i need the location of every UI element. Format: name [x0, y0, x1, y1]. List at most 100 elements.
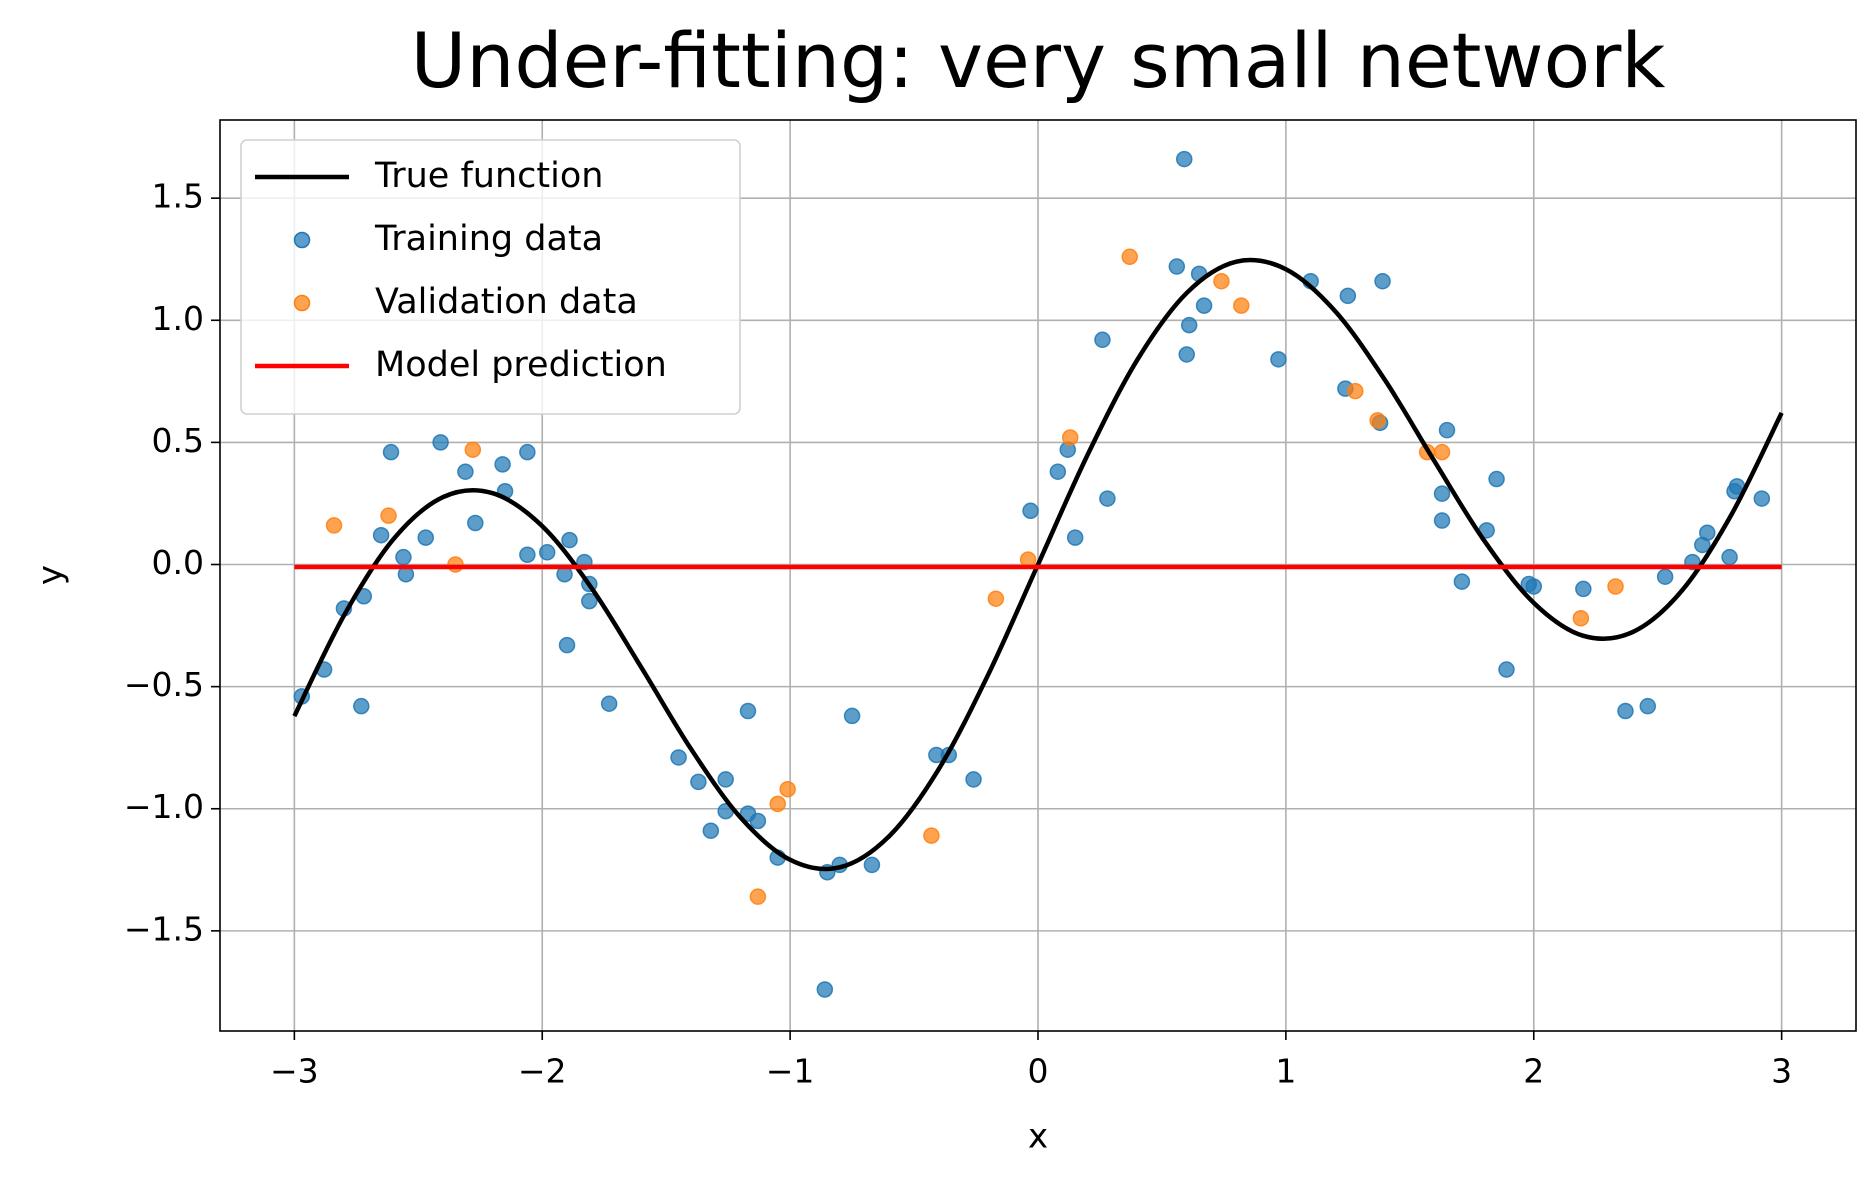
point: [1094, 331, 1111, 349]
y-tick-label: −1.0: [124, 787, 204, 826]
axes-frame: [219, 119, 1857, 1032]
point: [1607, 578, 1624, 595]
point: [1369, 412, 1386, 429]
point: [372, 526, 390, 544]
line: [292, 257, 1784, 872]
point: [561, 531, 578, 549]
point: [1572, 609, 1590, 627]
point: [1438, 421, 1456, 439]
chart-title: Under-fitting: very small network: [411, 16, 1666, 105]
point: [1270, 351, 1287, 368]
point: [1525, 578, 1543, 595]
point: [1433, 443, 1451, 461]
point: [1233, 297, 1250, 314]
point: [1061, 429, 1079, 446]
point: [717, 771, 734, 788]
point: [749, 812, 767, 830]
point: [1339, 287, 1357, 305]
point: [494, 456, 511, 473]
point: [779, 780, 796, 798]
point: [1639, 697, 1657, 715]
legend-marker: [293, 231, 311, 249]
point: [1213, 272, 1230, 290]
legend-label: Training data: [374, 219, 603, 259]
point: [1175, 150, 1193, 168]
point: [1178, 346, 1195, 363]
point: [581, 592, 598, 610]
x-tick-label: 0: [1028, 1052, 1049, 1091]
point: [1575, 580, 1592, 598]
point: [670, 749, 687, 766]
point: [1180, 316, 1198, 334]
legend-label: Validation data: [375, 282, 638, 322]
point: [1498, 661, 1515, 678]
point: [538, 544, 556, 561]
point: [1049, 463, 1067, 480]
grid: −3 −2 −1 0 1 2 3 −1.5 −1.0 −0.5 0.0 0.5 1.0 1.5: [124, 120, 1856, 1091]
point: [1066, 529, 1084, 546]
point: [1022, 502, 1039, 520]
x-tick-label: −2: [518, 1052, 567, 1091]
point: [325, 517, 343, 534]
point: [382, 443, 400, 461]
y-tick-label: 1.0: [152, 299, 204, 338]
point: [1721, 548, 1738, 566]
point: [600, 695, 618, 712]
x-tick-label: 3: [1771, 1052, 1792, 1091]
y-tick-label: −0.5: [124, 665, 204, 704]
point: [1753, 490, 1771, 507]
y-tick-label: 0.5: [152, 421, 204, 460]
point: [1347, 382, 1364, 400]
point: [1453, 573, 1471, 590]
point: [1488, 470, 1505, 488]
point: [690, 773, 707, 791]
point: [1617, 702, 1634, 720]
y-tick-label: 1.5: [152, 177, 204, 216]
point: [702, 822, 720, 839]
x-tick-label: −1: [766, 1052, 815, 1091]
point: [1121, 248, 1138, 266]
point: [965, 771, 982, 788]
point: [464, 441, 482, 458]
point: [353, 697, 370, 715]
x-axis-label: x: [1028, 1117, 1048, 1157]
point: [739, 702, 757, 720]
legend: True function Training data Validation dat…: [240, 139, 741, 415]
legend-label: Model prediction: [375, 345, 667, 385]
point: [816, 981, 834, 998]
x-tick-label: 1: [1275, 1052, 1296, 1091]
y-axis-label: y: [31, 565, 71, 585]
point: [863, 856, 881, 874]
plot-area: [292, 150, 1784, 998]
point: [519, 443, 536, 461]
legend-box: [240, 139, 741, 415]
point: [1168, 258, 1186, 275]
point: [467, 514, 484, 532]
point: [1699, 524, 1716, 542]
point: [843, 707, 861, 725]
point: [1195, 297, 1213, 314]
point: [432, 434, 449, 451]
legend-marker: [293, 294, 311, 312]
point: [1374, 272, 1391, 290]
x-tick-label: −3: [270, 1052, 319, 1091]
point: [417, 529, 434, 546]
point: [769, 795, 786, 813]
point: [1433, 512, 1451, 529]
legend-label: True function: [374, 156, 603, 196]
y-tick-label: −1.5: [124, 909, 204, 948]
y-tick-label: 0.0: [152, 543, 204, 582]
point: [519, 546, 536, 563]
point: [1656, 568, 1674, 585]
point: [558, 636, 576, 654]
point: [1433, 485, 1451, 502]
point: [395, 548, 412, 566]
point: [987, 590, 1005, 607]
point: [447, 556, 464, 573]
point: [1099, 490, 1116, 507]
point: [457, 463, 474, 480]
point: [749, 888, 767, 905]
point: [380, 507, 397, 524]
x-tick-label: 2: [1523, 1052, 1544, 1091]
